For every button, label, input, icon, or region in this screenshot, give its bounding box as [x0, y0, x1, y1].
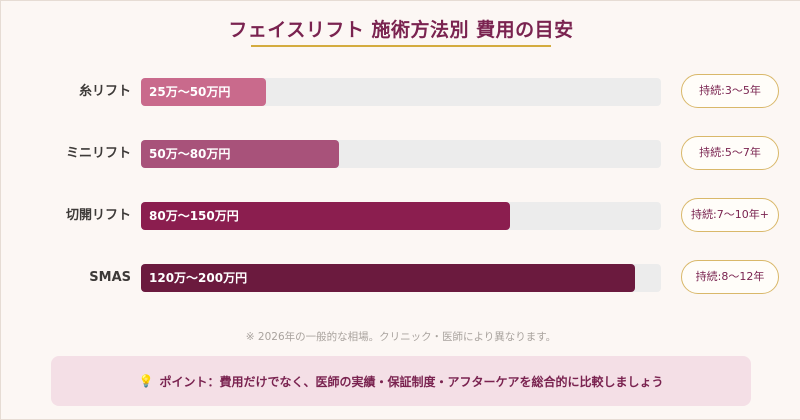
bar-row-thread-lift: 糸リフト 25万〜50万円 持続:3〜5年 [1, 74, 800, 108]
row-label: ミニリフト [65, 146, 131, 161]
row-label: SMAS [89, 270, 131, 285]
title-underline [251, 45, 551, 47]
bar-track: 25万〜50万円 [141, 78, 661, 106]
point-callout: 💡 ポイント：費用だけでなく、医師の実績・保証制度・アフターケアを総合的に比較し… [51, 356, 751, 406]
duration-badge: 持続:5〜7年 [681, 136, 779, 170]
bar-track: 80万〜150万円 [141, 202, 661, 230]
duration-badge: 持続:7〜10年+ [681, 198, 779, 232]
bar-value-label: 50万〜80万円 [149, 147, 231, 161]
bar-track: 50万〜80万円 [141, 140, 661, 168]
row-label: 糸リフト [78, 84, 131, 99]
footnote: ※ 2026年の一般的な相場。クリニック・医師により異なります。 [245, 331, 557, 343]
bar: 80万〜150万円 [141, 202, 511, 230]
bar: 25万〜50万円 [141, 78, 266, 106]
bar-value-label: 80万〜150万円 [149, 209, 239, 223]
lightbulb-icon: 💡 [138, 374, 154, 388]
duration-badge: 持続:8〜12年 [681, 260, 779, 294]
duration-badge: 持続:3〜5年 [681, 74, 779, 108]
row-label: 切開リフト [65, 208, 131, 223]
chart-title: フェイスリフト 施術方法別 費用の目安 [228, 19, 574, 41]
bar-track: 120万〜200万円 [141, 264, 661, 292]
bar: 50万〜80万円 [141, 140, 339, 168]
bar-row-smas: SMAS 120万〜200万円 持続:8〜12年 [1, 260, 800, 294]
bar-value-label: 120万〜200万円 [149, 271, 248, 285]
bar-value-label: 25万〜50万円 [149, 85, 231, 99]
bar-row-mini-lift: ミニリフト 50万〜80万円 持続:5〜7年 [1, 136, 800, 170]
point-text: ポイント：費用だけでなく、医師の実績・保証制度・アフターケアを総合的に比較しまし… [159, 374, 664, 389]
bar-row-incision-lift: 切開リフト 80万〜150万円 持続:7〜10年+ [1, 198, 800, 232]
bar: 120万〜200万円 [141, 264, 635, 292]
